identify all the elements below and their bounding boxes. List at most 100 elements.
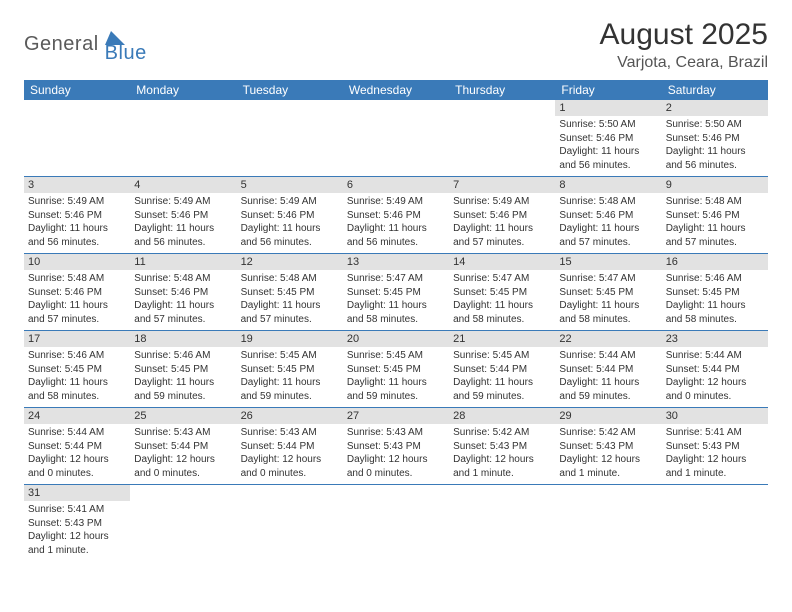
day-details: Sunrise: 5:47 AMSunset: 5:45 PMDaylight:… <box>449 270 555 330</box>
day-number: 25 <box>130 408 236 424</box>
location: Varjota, Ceara, Brazil <box>600 54 768 72</box>
calendar-cell <box>449 100 555 177</box>
day-details: Sunrise: 5:48 AMSunset: 5:46 PMDaylight:… <box>555 193 661 253</box>
calendar-cell: 26Sunrise: 5:43 AMSunset: 5:44 PMDayligh… <box>237 408 343 485</box>
day-header: Monday <box>130 80 236 100</box>
day-details: Sunrise: 5:49 AMSunset: 5:46 PMDaylight:… <box>449 193 555 253</box>
day-details: Sunrise: 5:44 AMSunset: 5:44 PMDaylight:… <box>24 424 130 484</box>
day-details: Sunrise: 5:43 AMSunset: 5:44 PMDaylight:… <box>237 424 343 484</box>
calendar-cell: 14Sunrise: 5:47 AMSunset: 5:45 PMDayligh… <box>449 254 555 331</box>
day-header: Sunday <box>24 80 130 100</box>
calendar-cell: 21Sunrise: 5:45 AMSunset: 5:44 PMDayligh… <box>449 331 555 408</box>
calendar-cell: 9Sunrise: 5:48 AMSunset: 5:46 PMDaylight… <box>662 177 768 254</box>
calendar-cell: 29Sunrise: 5:42 AMSunset: 5:43 PMDayligh… <box>555 408 661 485</box>
calendar-cell <box>237 100 343 177</box>
day-details: Sunrise: 5:50 AMSunset: 5:46 PMDaylight:… <box>555 116 661 176</box>
day-number: 5 <box>237 177 343 193</box>
day-number: 9 <box>662 177 768 193</box>
calendar-cell <box>130 485 236 562</box>
day-header: Tuesday <box>237 80 343 100</box>
calendar-cell: 2Sunrise: 5:50 AMSunset: 5:46 PMDaylight… <box>662 100 768 177</box>
logo: General Blue <box>24 24 147 65</box>
calendar-cell: 18Sunrise: 5:46 AMSunset: 5:45 PMDayligh… <box>130 331 236 408</box>
day-number: 12 <box>237 254 343 270</box>
day-number: 29 <box>555 408 661 424</box>
calendar-cell <box>662 485 768 562</box>
calendar-cell: 5Sunrise: 5:49 AMSunset: 5:46 PMDaylight… <box>237 177 343 254</box>
day-details: Sunrise: 5:49 AMSunset: 5:46 PMDaylight:… <box>24 193 130 253</box>
calendar-cell: 17Sunrise: 5:46 AMSunset: 5:45 PMDayligh… <box>24 331 130 408</box>
header-row: General Blue August 2025 Varjota, Ceara,… <box>24 18 768 72</box>
calendar-cell: 19Sunrise: 5:45 AMSunset: 5:45 PMDayligh… <box>237 331 343 408</box>
day-details: Sunrise: 5:48 AMSunset: 5:45 PMDaylight:… <box>237 270 343 330</box>
day-number: 4 <box>130 177 236 193</box>
day-header: Friday <box>555 80 661 100</box>
day-number: 14 <box>449 254 555 270</box>
day-header: Wednesday <box>343 80 449 100</box>
calendar-cell <box>343 100 449 177</box>
day-number: 30 <box>662 408 768 424</box>
calendar-cell <box>24 100 130 177</box>
day-details: Sunrise: 5:48 AMSunset: 5:46 PMDaylight:… <box>130 270 236 330</box>
calendar-cell: 8Sunrise: 5:48 AMSunset: 5:46 PMDaylight… <box>555 177 661 254</box>
calendar-cell: 25Sunrise: 5:43 AMSunset: 5:44 PMDayligh… <box>130 408 236 485</box>
day-details: Sunrise: 5:41 AMSunset: 5:43 PMDaylight:… <box>662 424 768 484</box>
calendar-cell: 16Sunrise: 5:46 AMSunset: 5:45 PMDayligh… <box>662 254 768 331</box>
logo-text-1: General <box>24 33 99 56</box>
day-details: Sunrise: 5:44 AMSunset: 5:44 PMDaylight:… <box>662 347 768 407</box>
calendar-week: 17Sunrise: 5:46 AMSunset: 5:45 PMDayligh… <box>24 331 768 408</box>
day-number: 18 <box>130 331 236 347</box>
month-title: August 2025 <box>600 18 768 52</box>
day-number: 7 <box>449 177 555 193</box>
calendar-table: SundayMondayTuesdayWednesdayThursdayFrid… <box>24 80 768 561</box>
day-number: 16 <box>662 254 768 270</box>
day-details: Sunrise: 5:50 AMSunset: 5:46 PMDaylight:… <box>662 116 768 176</box>
day-number: 24 <box>24 408 130 424</box>
calendar-cell: 23Sunrise: 5:44 AMSunset: 5:44 PMDayligh… <box>662 331 768 408</box>
day-details: Sunrise: 5:42 AMSunset: 5:43 PMDaylight:… <box>555 424 661 484</box>
day-number: 31 <box>24 485 130 501</box>
calendar-cell: 30Sunrise: 5:41 AMSunset: 5:43 PMDayligh… <box>662 408 768 485</box>
day-details: Sunrise: 5:46 AMSunset: 5:45 PMDaylight:… <box>130 347 236 407</box>
day-details: Sunrise: 5:45 AMSunset: 5:45 PMDaylight:… <box>237 347 343 407</box>
day-header: Saturday <box>662 80 768 100</box>
calendar-cell: 22Sunrise: 5:44 AMSunset: 5:44 PMDayligh… <box>555 331 661 408</box>
calendar-cell: 20Sunrise: 5:45 AMSunset: 5:45 PMDayligh… <box>343 331 449 408</box>
day-details: Sunrise: 5:47 AMSunset: 5:45 PMDaylight:… <box>555 270 661 330</box>
calendar-body: 1Sunrise: 5:50 AMSunset: 5:46 PMDaylight… <box>24 100 768 561</box>
calendar-cell: 4Sunrise: 5:49 AMSunset: 5:46 PMDaylight… <box>130 177 236 254</box>
calendar-cell: 1Sunrise: 5:50 AMSunset: 5:46 PMDaylight… <box>555 100 661 177</box>
calendar-cell: 6Sunrise: 5:49 AMSunset: 5:46 PMDaylight… <box>343 177 449 254</box>
day-details: Sunrise: 5:43 AMSunset: 5:43 PMDaylight:… <box>343 424 449 484</box>
calendar-cell: 27Sunrise: 5:43 AMSunset: 5:43 PMDayligh… <box>343 408 449 485</box>
calendar-week: 1Sunrise: 5:50 AMSunset: 5:46 PMDaylight… <box>24 100 768 177</box>
day-number: 26 <box>237 408 343 424</box>
calendar-cell: 7Sunrise: 5:49 AMSunset: 5:46 PMDaylight… <box>449 177 555 254</box>
day-header: Thursday <box>449 80 555 100</box>
title-block: August 2025 Varjota, Ceara, Brazil <box>600 18 768 72</box>
calendar-week: 3Sunrise: 5:49 AMSunset: 5:46 PMDaylight… <box>24 177 768 254</box>
day-number: 22 <box>555 331 661 347</box>
calendar-cell: 28Sunrise: 5:42 AMSunset: 5:43 PMDayligh… <box>449 408 555 485</box>
calendar-week: 10Sunrise: 5:48 AMSunset: 5:46 PMDayligh… <box>24 254 768 331</box>
calendar-cell <box>130 100 236 177</box>
calendar-cell: 11Sunrise: 5:48 AMSunset: 5:46 PMDayligh… <box>130 254 236 331</box>
day-details: Sunrise: 5:49 AMSunset: 5:46 PMDaylight:… <box>130 193 236 253</box>
day-details: Sunrise: 5:49 AMSunset: 5:46 PMDaylight:… <box>343 193 449 253</box>
day-details: Sunrise: 5:43 AMSunset: 5:44 PMDaylight:… <box>130 424 236 484</box>
day-details: Sunrise: 5:45 AMSunset: 5:45 PMDaylight:… <box>343 347 449 407</box>
day-number: 2 <box>662 100 768 116</box>
calendar-cell: 15Sunrise: 5:47 AMSunset: 5:45 PMDayligh… <box>555 254 661 331</box>
day-details: Sunrise: 5:44 AMSunset: 5:44 PMDaylight:… <box>555 347 661 407</box>
calendar-week: 24Sunrise: 5:44 AMSunset: 5:44 PMDayligh… <box>24 408 768 485</box>
day-details: Sunrise: 5:46 AMSunset: 5:45 PMDaylight:… <box>662 270 768 330</box>
day-number: 28 <box>449 408 555 424</box>
calendar-cell <box>555 485 661 562</box>
day-number: 21 <box>449 331 555 347</box>
day-details: Sunrise: 5:48 AMSunset: 5:46 PMDaylight:… <box>662 193 768 253</box>
day-number: 11 <box>130 254 236 270</box>
day-details: Sunrise: 5:46 AMSunset: 5:45 PMDaylight:… <box>24 347 130 407</box>
calendar-week: 31Sunrise: 5:41 AMSunset: 5:43 PMDayligh… <box>24 485 768 562</box>
calendar-page: General Blue August 2025 Varjota, Ceara,… <box>0 0 792 579</box>
day-number: 17 <box>24 331 130 347</box>
